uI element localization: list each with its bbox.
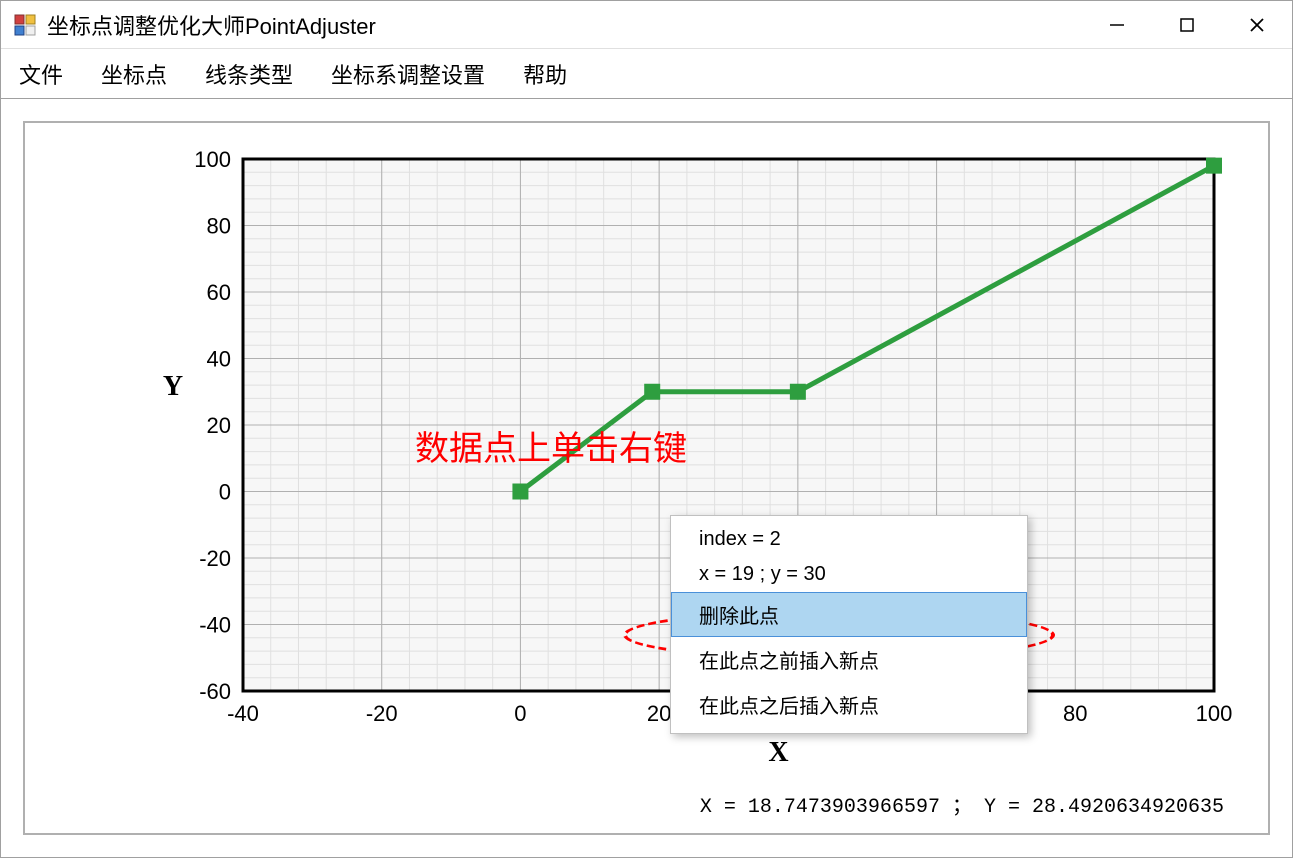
svg-text:80: 80 — [1063, 701, 1087, 726]
svg-text:80: 80 — [207, 214, 231, 239]
titlebar: 坐标点调整优化大师PointAdjuster — [1, 1, 1292, 49]
svg-text:Y: Y — [163, 371, 183, 402]
svg-text:-40: -40 — [199, 613, 231, 638]
svg-text:100: 100 — [1196, 701, 1233, 726]
svg-text:-20: -20 — [366, 701, 398, 726]
menubar: 文件 坐标点 线条类型 坐标系调整设置 帮助 — [1, 49, 1292, 99]
svg-text:-40: -40 — [227, 701, 259, 726]
menu-points[interactable]: 坐标点 — [101, 58, 167, 90]
window-title: 坐标点调整优化大师PointAdjuster — [47, 9, 1082, 41]
app-window: 坐标点调整优化大师PointAdjuster 文件 坐标点 线条类型 坐标系调整… — [0, 0, 1293, 858]
svg-text:X: X — [768, 737, 788, 768]
annotation-text: 数据点上单击右键 — [415, 421, 687, 470]
menu-file[interactable]: 文件 — [19, 58, 63, 90]
svg-text:0: 0 — [514, 701, 526, 726]
svg-text:20: 20 — [207, 413, 231, 438]
minimize-button[interactable] — [1082, 1, 1152, 48]
svg-text:-60: -60 — [199, 679, 231, 704]
context-item-delete[interactable]: 删除此点 — [671, 592, 1027, 637]
svg-text:100: 100 — [194, 147, 231, 172]
context-index-label: index = 2 — [671, 522, 1027, 557]
cursor-coordinates: X = 18.7473903966597 ； Y = 28.4920634920… — [700, 789, 1224, 819]
menu-linetype[interactable]: 线条类型 — [205, 58, 293, 90]
svg-text:40: 40 — [207, 347, 231, 372]
context-xy-label: x = 19 ; y = 30 — [671, 557, 1027, 592]
close-button[interactable] — [1222, 1, 1292, 48]
window-controls — [1082, 1, 1292, 48]
context-item-insert-before[interactable]: 在此点之前插入新点 — [671, 637, 1027, 682]
menu-axis[interactable]: 坐标系调整设置 — [331, 58, 485, 90]
app-icon — [13, 13, 37, 37]
context-item-insert-after[interactable]: 在此点之后插入新点 — [671, 682, 1027, 727]
context-menu: index = 2 x = 19 ; y = 30 删除此点 在此点之前插入新点… — [670, 515, 1028, 734]
menu-help[interactable]: 帮助 — [523, 58, 567, 90]
maximize-button[interactable] — [1152, 1, 1222, 48]
chart-panel: -40-20020406080100-60-40-20020406080100X… — [23, 121, 1270, 835]
svg-text:-20: -20 — [199, 546, 231, 571]
svg-text:60: 60 — [207, 280, 231, 305]
svg-text:0: 0 — [219, 480, 231, 505]
svg-text:20: 20 — [647, 701, 671, 726]
